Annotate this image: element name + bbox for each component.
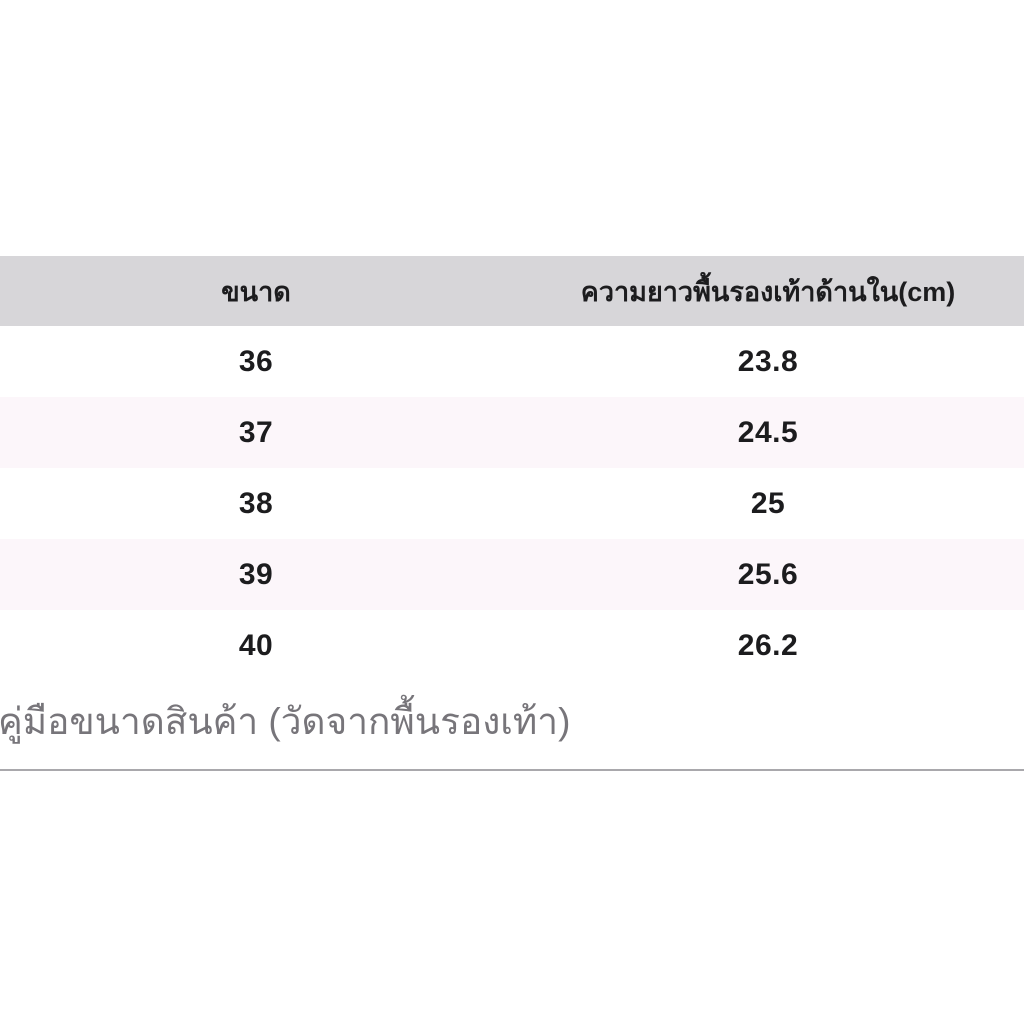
table-row: 36 23.8 xyxy=(0,326,1024,397)
size-guide-caption: คู่มือขนาดสินค้า (วัดจากพื้นรองเท้า) xyxy=(0,700,571,742)
divider-line xyxy=(0,769,1024,771)
insole-length-cell: 26.2 xyxy=(737,628,799,662)
size-table: ขนาด ความยาวพื้นรองเท้าด้านใน(cm) 36 23.8… xyxy=(0,256,1024,681)
insole-length-cell: 24.5 xyxy=(737,415,799,449)
size-cell: 38 xyxy=(238,486,274,520)
header-insole-length-column: ความยาวพื้นรองเท้าด้านใน(cm) xyxy=(580,276,956,307)
table-header-row: ขนาด ความยาวพื้นรองเท้าด้านใน(cm) xyxy=(0,256,1024,326)
size-cell: 39 xyxy=(238,557,274,591)
insole-length-cell: 23.8 xyxy=(737,344,799,378)
table-body: 36 23.8 37 24.5 38 25 39 25.6 40 26.2 xyxy=(0,326,1024,681)
table-row: 40 26.2 xyxy=(0,610,1024,681)
header-size-column: ขนาด xyxy=(221,276,291,307)
table-row: 37 24.5 xyxy=(0,397,1024,468)
size-cell: 36 xyxy=(238,344,274,378)
size-cell: 40 xyxy=(238,628,274,662)
insole-length-cell: 25 xyxy=(750,486,786,520)
size-cell: 37 xyxy=(238,415,274,449)
table-row: 38 25 xyxy=(0,468,1024,539)
insole-length-cell: 25.6 xyxy=(737,557,799,591)
table-row: 39 25.6 xyxy=(0,539,1024,610)
